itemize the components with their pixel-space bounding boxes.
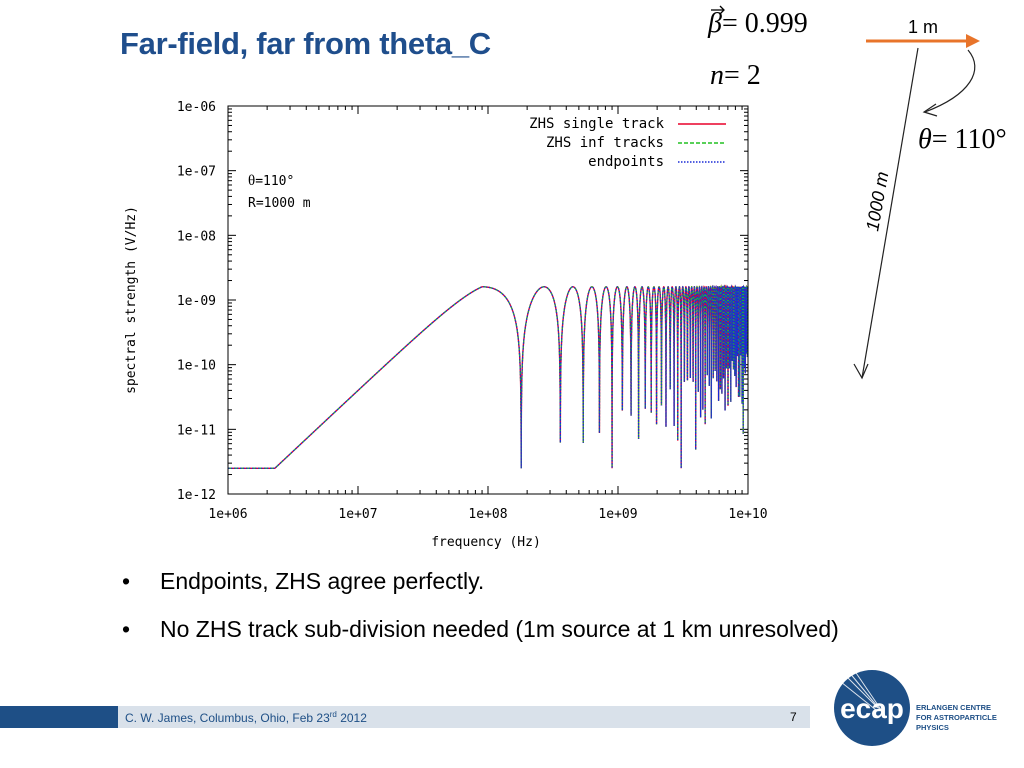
x-axis-label: frequency (Hz) [431, 535, 541, 550]
observer-arrowhead-icon [853, 363, 869, 380]
annotation-theta-value: =110° [255, 174, 294, 189]
y-tick-label: 1e-10 [177, 359, 216, 374]
footer-bar [118, 706, 810, 728]
series-line-2 [228, 284, 749, 469]
logo-line-2: FOR ASTROPARTICLE [916, 713, 997, 722]
bullet-item-1: Endpoints, ZHS agree perfectly. [122, 563, 842, 599]
x-tick-label: 1e+08 [468, 507, 507, 522]
page-title: Far-field, far from theta_C [120, 26, 491, 61]
y-tick-label: 1e-09 [177, 294, 216, 309]
y-tick-label: 1e-08 [177, 229, 216, 244]
spectrum-chart: 1e+06 1e+07 1e+08 1e+09 1e+10 1e-06 1e-07 1e-08… [124, 100, 768, 550]
legend-label-3: endpoints [588, 154, 664, 170]
bullet-item-2: No ZHS track sub-division needed (1m sou… [122, 611, 842, 647]
logo-circle-icon [834, 670, 910, 746]
n-value: = 2 [724, 60, 761, 91]
annotation-distance: R=1000 m [248, 196, 311, 211]
theta-value: = 110° [931, 124, 1007, 155]
x-tick-label: 1e+09 [598, 507, 637, 522]
plot-frame [227, 105, 749, 495]
beta-value: = 0.999 [721, 8, 808, 39]
ecap-logo: ecap ERLANGEN CENTRE FOR ASTROPARTICLE P… [834, 663, 997, 746]
page-number: 7 [790, 710, 797, 724]
footer-author: C. W. James, Columbus, Ohio, Feb 23 [125, 711, 330, 725]
observer-line [861, 47, 919, 379]
footer-year: 2012 [336, 711, 367, 725]
theta-equation: θ= 110° [918, 124, 1007, 155]
y-tick-label: 1e-07 [177, 165, 216, 180]
angle-arc [924, 49, 976, 113]
logo-line-1: ERLANGEN CENTRE [916, 703, 991, 712]
one-meter-label: 1 m [908, 17, 938, 37]
annotation-theta-symbol: θ [248, 173, 255, 189]
track-arrowhead-icon [966, 34, 980, 48]
x-tick-label: 1e+07 [338, 507, 377, 522]
angle-arrowhead-icon [922, 103, 938, 117]
x-tick-label: 1e+10 [728, 507, 767, 522]
logo-rays-icon [835, 663, 885, 715]
curves-group [228, 284, 749, 469]
x-tick-label: 1e+06 [208, 507, 247, 522]
logo-line-3: PHYSICS [916, 723, 949, 732]
legend-label-1: ZHS single track [529, 116, 664, 132]
y-tick-label: 1e-11 [177, 423, 216, 438]
logo-acronym: ecap [840, 693, 904, 724]
legend-label-2: ZHS inf tracks [546, 135, 664, 151]
y-axis-label: spectral strength (V/Hz) [124, 206, 139, 394]
legend: ZHS single track ZHS inf tracks endpoints [529, 116, 726, 170]
n-equation: n= 2 [710, 60, 761, 91]
y-tick-label: 1e-06 [177, 100, 216, 115]
annotation-theta: θ=110° [248, 173, 294, 189]
beta-vector-arrow-icon [711, 5, 725, 14]
geometry-diagram: 1 m 1000 m [853, 17, 980, 380]
bullet-list: Endpoints, ZHS agree perfectly. No ZHS t… [122, 563, 842, 659]
footer-sup: rd [329, 710, 337, 719]
beta-equation: β= 0.999 [708, 8, 808, 39]
y-tick-label: 1e-12 [177, 488, 216, 503]
footer-citation: C. W. James, Columbus, Ohio, Feb 23rd 20… [125, 710, 367, 725]
footer-accent-bar [0, 706, 118, 728]
